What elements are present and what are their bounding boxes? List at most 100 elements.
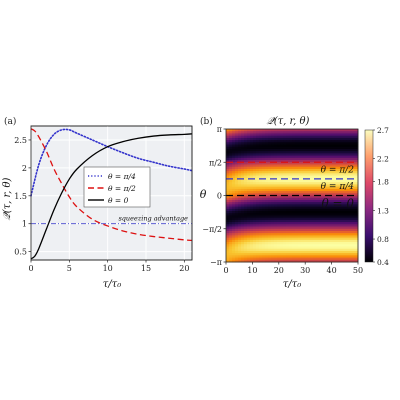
heatmap-cell — [298, 133, 302, 137]
heatmap-cell — [307, 235, 311, 239]
heatmap-cell — [244, 255, 248, 258]
heatmap-cell — [280, 129, 284, 132]
heatmap-cell — [265, 144, 269, 148]
heatmap-cell — [289, 186, 293, 190]
heatmap-cell — [274, 206, 278, 210]
heatmap-cell — [241, 137, 245, 141]
heatmap-cell — [241, 164, 245, 168]
heatmap-cell — [232, 248, 236, 252]
heatmap-cell — [226, 228, 230, 232]
heatmap-cell — [349, 222, 353, 225]
heatmap-cell — [325, 188, 329, 192]
heatmap-cell — [265, 160, 269, 163]
heatmap-cell — [316, 244, 320, 247]
heatmap-cell — [340, 184, 344, 188]
heatmap-cell — [283, 242, 287, 245]
heatmap-cell — [292, 211, 296, 214]
heatmap-cell — [259, 199, 263, 203]
heatmap-cell — [289, 228, 293, 232]
heatmap-cell — [334, 168, 338, 172]
heatmap-cell — [247, 250, 251, 254]
heatmap-cell — [238, 213, 242, 216]
heatmap-cell — [238, 242, 242, 245]
heatmap-cell — [343, 213, 347, 216]
heatmap-cell — [226, 237, 230, 241]
heatmap-cell — [286, 217, 290, 221]
heatmap-cell — [337, 179, 341, 183]
heatmap-cell — [349, 199, 353, 203]
heatmap-cell — [247, 233, 251, 236]
heatmap-cell — [316, 148, 320, 152]
heatmap-cell — [322, 259, 326, 263]
heatmap-cell — [274, 244, 278, 247]
heatmap-cell — [343, 246, 347, 250]
heatmap-cell — [238, 186, 242, 190]
heatmap-cell — [283, 144, 287, 148]
panel-b-label: (b) — [200, 116, 213, 127]
heatmap-cell — [256, 157, 260, 161]
heatmap-cell — [313, 211, 317, 214]
heatmap-cell — [244, 155, 248, 159]
heatmap-cell — [316, 226, 320, 230]
heatmap-cell — [280, 206, 284, 210]
heatmap-cell — [277, 153, 281, 156]
heatmap-cell — [301, 142, 305, 145]
heatmap-cell — [286, 206, 290, 210]
heatmap-cell — [352, 173, 356, 176]
heatmap-cell — [343, 224, 347, 227]
heatmap-cell — [337, 151, 341, 154]
heatmap-cell — [247, 179, 251, 183]
heatmap-cell — [352, 135, 356, 139]
heatmap-cell — [256, 188, 260, 192]
heatmap-cell — [340, 204, 344, 207]
heatmap-cell — [256, 177, 260, 181]
heatmap-cell — [343, 250, 347, 254]
heatmap-cell — [265, 135, 269, 139]
heatmap-cell — [256, 253, 260, 256]
heatmap-cell — [298, 248, 302, 252]
heatmap-cell — [253, 228, 257, 232]
heatmap-cell — [250, 246, 254, 250]
heatmap-cell — [226, 213, 230, 216]
heatmap-cell — [313, 237, 317, 241]
heatmap-cell — [253, 248, 257, 252]
heatmap-cell — [304, 202, 308, 205]
heatmap-cell — [292, 175, 296, 179]
heatmap-cell — [247, 131, 251, 134]
heatmap-cell — [328, 179, 332, 183]
heatmap-cell — [280, 173, 284, 176]
heatmap-cell — [271, 248, 275, 252]
heatmap-cell — [313, 135, 317, 139]
heatmap-cell — [259, 155, 263, 159]
heatmap-cell — [316, 142, 320, 145]
heatmap-cell — [226, 133, 230, 137]
heatmap-cell — [289, 242, 293, 245]
heatmap-cell — [328, 142, 332, 145]
heatmap-cell — [244, 253, 248, 256]
heatmap-cell — [226, 186, 230, 190]
heatmap-cell — [232, 137, 236, 141]
heatmap-cell — [232, 208, 236, 212]
heatmap-cell — [313, 233, 317, 236]
heatmap-cell — [316, 248, 320, 252]
heatmap-cell — [229, 239, 233, 243]
heatmap-cell — [235, 133, 239, 137]
heatmap-cell — [238, 191, 242, 194]
heatmap-cell — [280, 211, 284, 214]
heatmap-cell — [283, 175, 287, 179]
heatmap-cell — [286, 137, 290, 141]
heatmap-cell — [289, 188, 293, 192]
heatmap-cell — [274, 222, 278, 225]
heatmap-cell — [352, 242, 356, 245]
heatmap-cell — [319, 255, 323, 258]
heatmap-cell — [226, 208, 230, 212]
heatmap-cell — [301, 177, 305, 181]
heatmap-cell — [292, 226, 296, 230]
heatmap-cell — [256, 155, 260, 159]
heatmap-cell — [319, 237, 323, 241]
heatmap-cell — [304, 226, 308, 230]
heatmap-cell — [250, 217, 254, 221]
heatmap-cell — [343, 157, 347, 161]
heatmap-cell — [304, 153, 308, 156]
heatmap-cell — [259, 235, 263, 239]
